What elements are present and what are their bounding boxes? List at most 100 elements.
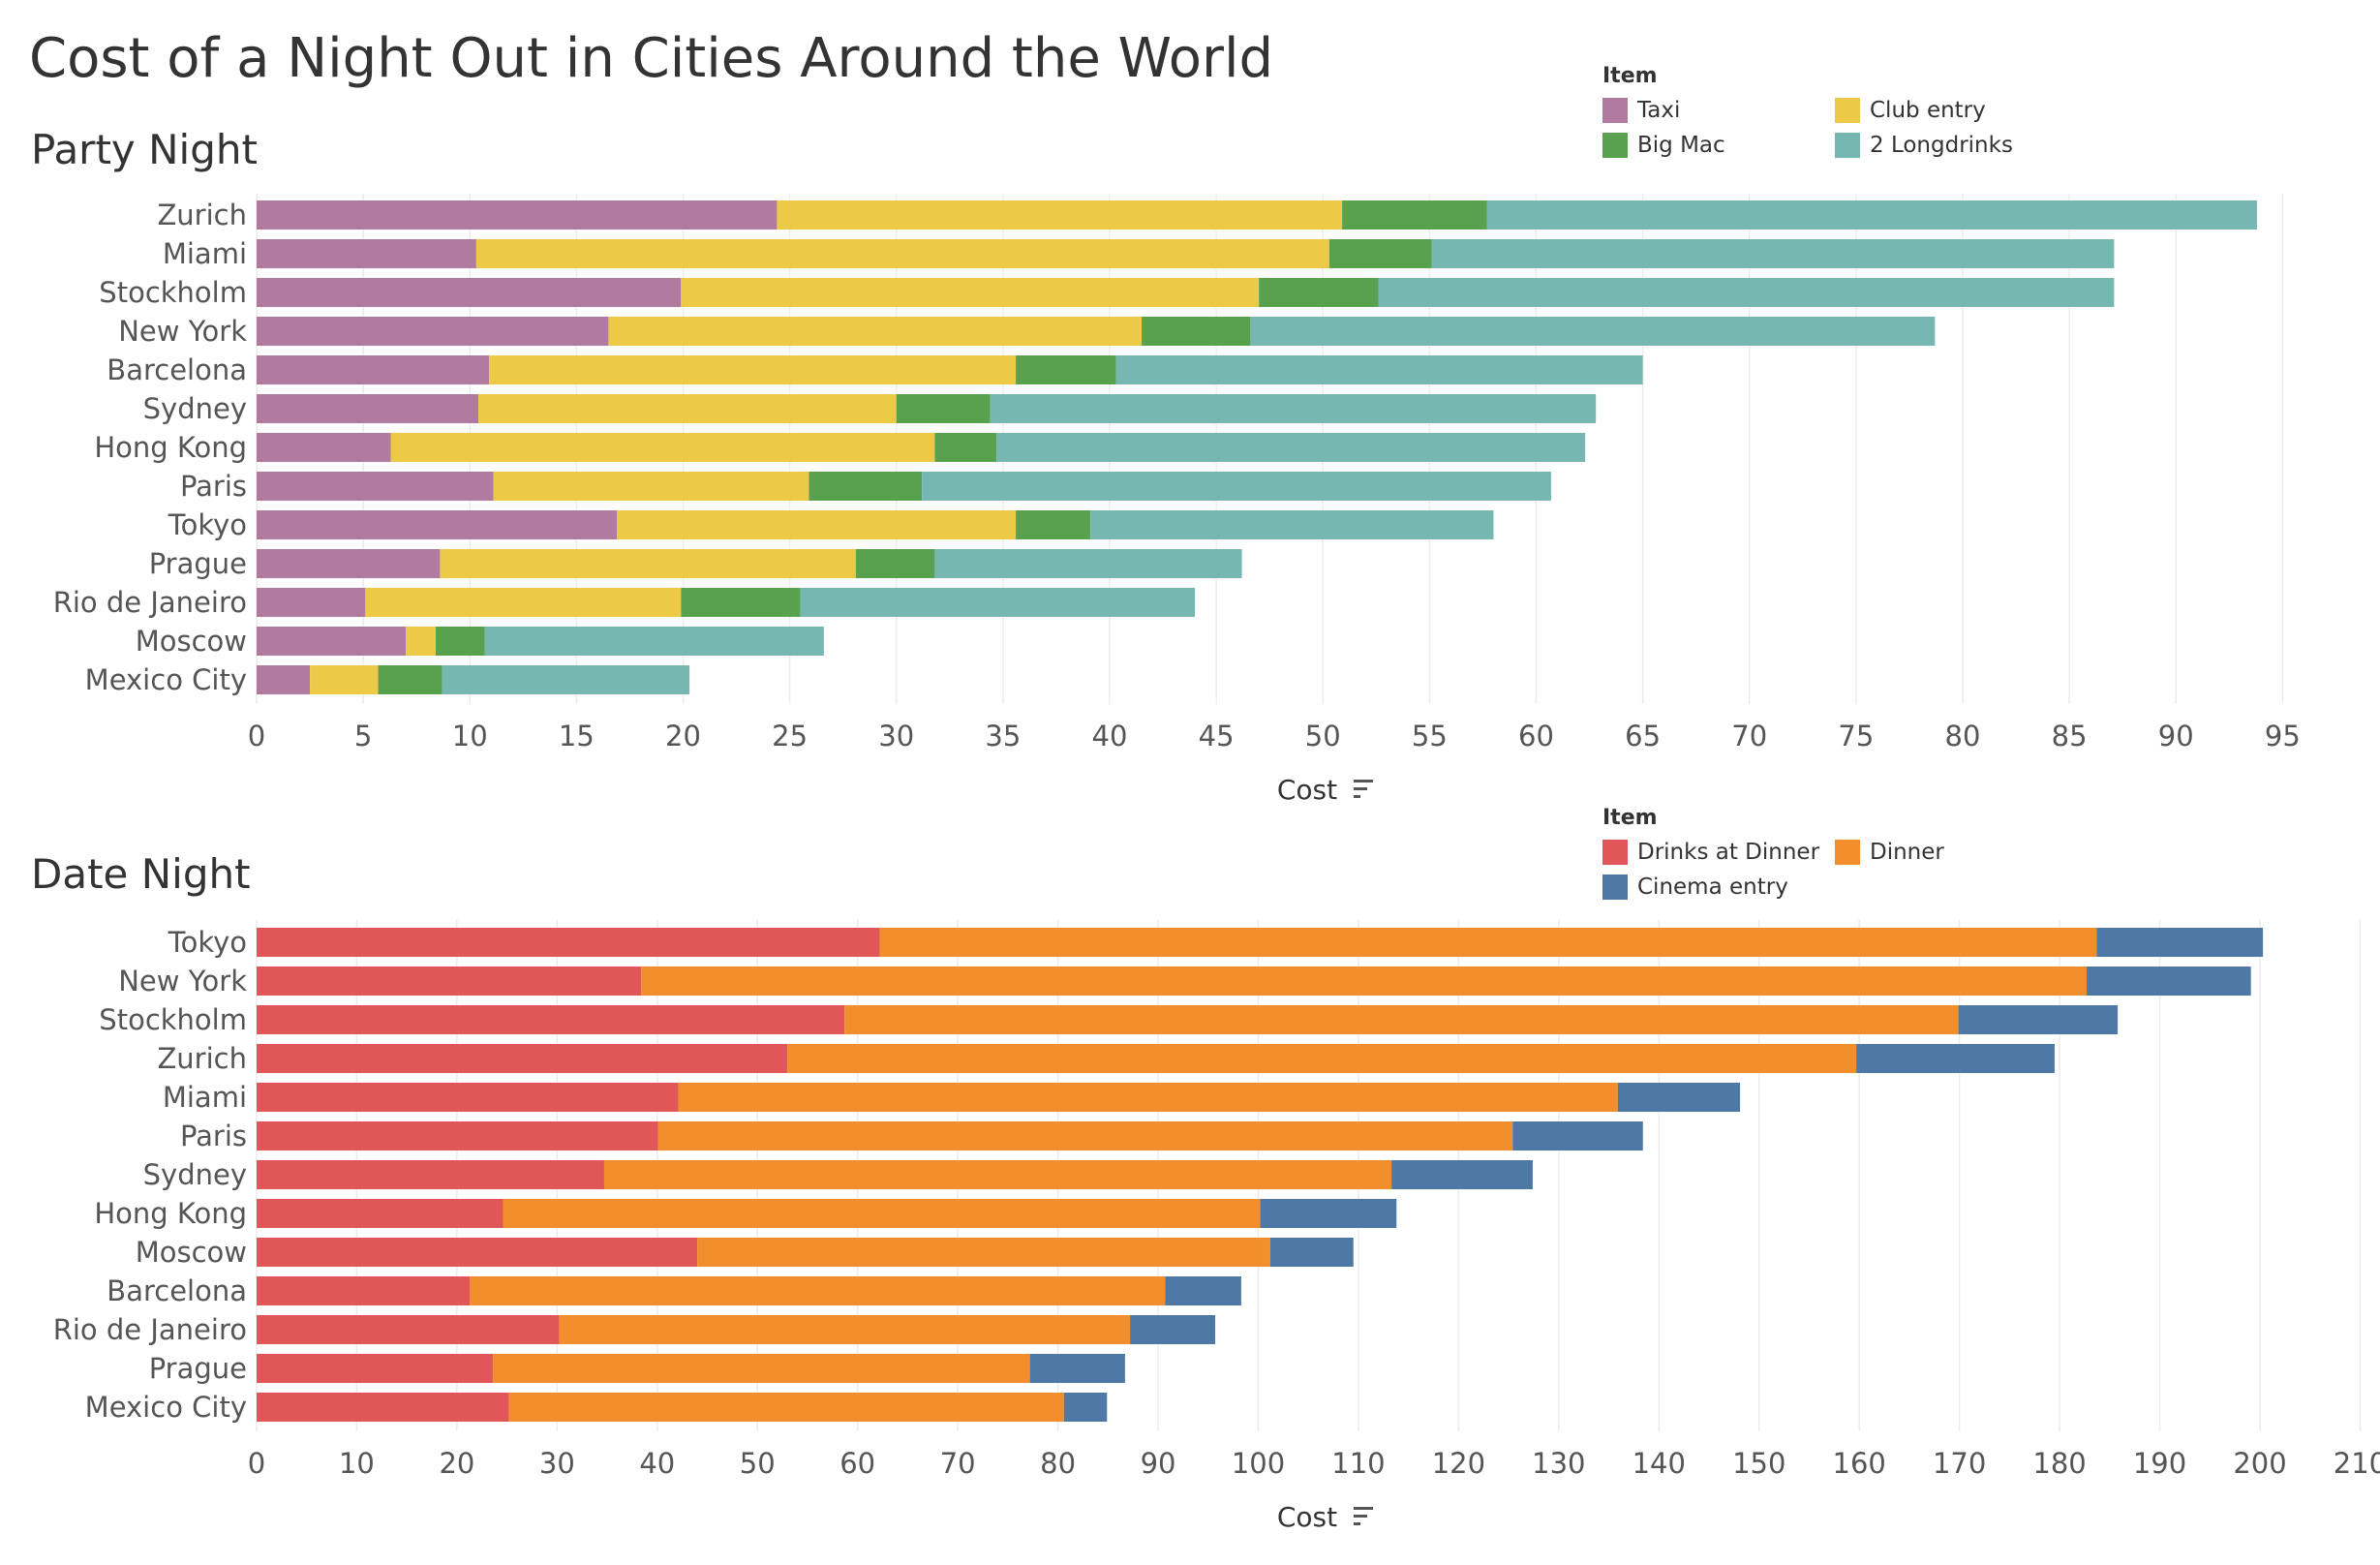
bar-segment[interactable]: [1260, 1199, 1397, 1228]
bar-segment[interactable]: [559, 1315, 1131, 1344]
bar-segment[interactable]: [844, 1005, 1959, 1034]
bar-segment[interactable]: [257, 665, 311, 694]
bar-segment[interactable]: [257, 1354, 494, 1383]
bar-segment[interactable]: [257, 1393, 509, 1422]
bar-segment[interactable]: [1342, 200, 1487, 230]
bar-segment[interactable]: [1269, 1238, 1354, 1267]
bar-segment[interactable]: [257, 1121, 658, 1151]
bar-segment[interactable]: [1617, 1083, 1741, 1112]
bar-segment[interactable]: [257, 1160, 604, 1189]
bar-segment[interactable]: [1142, 317, 1251, 346]
bar-segment[interactable]: [608, 317, 1143, 346]
bar-segment[interactable]: [777, 200, 1343, 230]
legend-item[interactable]: Big Mac: [1602, 133, 1835, 158]
bar-segment[interactable]: [257, 472, 494, 501]
bar-segment[interactable]: [257, 394, 479, 423]
bar-segment[interactable]: [508, 1393, 1064, 1422]
bar-segment[interactable]: [855, 549, 935, 578]
bar-segment[interactable]: [257, 928, 880, 957]
bar-segment[interactable]: [257, 278, 682, 307]
bar-segment[interactable]: [1391, 1160, 1533, 1189]
bar-segment[interactable]: [257, 1083, 679, 1112]
bar-segment[interactable]: [470, 1276, 1166, 1305]
bar-segment[interactable]: [257, 317, 609, 346]
bar-segment[interactable]: [440, 549, 856, 578]
bar-segment[interactable]: [787, 1044, 1857, 1073]
bar-segment[interactable]: [493, 1354, 1030, 1383]
bar-segment[interactable]: [922, 472, 1551, 501]
bar-segment[interactable]: [1029, 1354, 1125, 1383]
bar-segment[interactable]: [257, 200, 778, 230]
sort-icon[interactable]: [1354, 780, 1373, 798]
bar-segment[interactable]: [503, 1199, 1261, 1228]
legend-item[interactable]: 2 Longdrinks: [1835, 133, 2087, 158]
bar-segment[interactable]: [990, 394, 1597, 423]
bar-segment[interactable]: [1512, 1121, 1643, 1151]
bar-segment[interactable]: [442, 665, 690, 694]
bar-segment[interactable]: [681, 278, 1260, 307]
bar-segment[interactable]: [1856, 1044, 2055, 1073]
bar-segment[interactable]: [879, 928, 2097, 957]
bar-segment[interactable]: [257, 549, 441, 578]
bar-segment[interactable]: [257, 967, 642, 996]
bar-segment[interactable]: [934, 433, 997, 462]
bar-segment[interactable]: [484, 627, 824, 656]
bar-segment[interactable]: [1431, 239, 2115, 268]
bar-segment[interactable]: [1328, 239, 1432, 268]
legend-item[interactable]: Club entry: [1835, 98, 2087, 123]
bar-segment[interactable]: [257, 433, 391, 462]
bar-segment[interactable]: [257, 1276, 471, 1305]
bar-segment[interactable]: [657, 1121, 1513, 1151]
bar-segment[interactable]: [1130, 1315, 1216, 1344]
bar-segment[interactable]: [896, 394, 991, 423]
bar-segment[interactable]: [390, 433, 935, 462]
bar-segment[interactable]: [478, 394, 897, 423]
bar-segment[interactable]: [1165, 1276, 1241, 1305]
bar-segment[interactable]: [365, 588, 682, 617]
bar-segment[interactable]: [257, 1044, 788, 1073]
bar-segment[interactable]: [257, 510, 618, 539]
bar-segment[interactable]: [809, 472, 923, 501]
bar-segment[interactable]: [436, 627, 485, 656]
bar-segment[interactable]: [257, 355, 490, 384]
bar-segment[interactable]: [2096, 928, 2264, 957]
bar-segment[interactable]: [1250, 317, 1936, 346]
bar-segment[interactable]: [406, 627, 437, 656]
bar-segment[interactable]: [1115, 355, 1643, 384]
bar-segment[interactable]: [310, 665, 379, 694]
bar-segment[interactable]: [1016, 510, 1091, 539]
bar-segment[interactable]: [2087, 967, 2251, 996]
bar-segment[interactable]: [603, 1160, 1392, 1189]
bar-segment[interactable]: [1958, 1005, 2119, 1034]
bar-segment[interactable]: [641, 967, 2088, 996]
bar-segment[interactable]: [378, 665, 442, 694]
bar-segment[interactable]: [1378, 278, 2115, 307]
bar-segment[interactable]: [617, 510, 1017, 539]
bar-segment[interactable]: [257, 239, 476, 268]
sort-icon[interactable]: [1354, 1507, 1373, 1525]
bar-segment[interactable]: [489, 355, 1017, 384]
bar-segment[interactable]: [257, 1315, 560, 1344]
bar-segment[interactable]: [1016, 355, 1116, 384]
legend-item[interactable]: Taxi: [1602, 98, 1835, 123]
bar-segment[interactable]: [257, 1238, 698, 1267]
bar-segment[interactable]: [681, 588, 801, 617]
bar-segment[interactable]: [1063, 1393, 1108, 1422]
bar-segment[interactable]: [257, 1005, 845, 1034]
legend-item[interactable]: Cinema entry: [1602, 875, 1835, 900]
bar-segment[interactable]: [493, 472, 809, 501]
bar-segment[interactable]: [257, 1199, 503, 1228]
bar-segment[interactable]: [1486, 200, 2257, 230]
legend-item[interactable]: Dinner: [1835, 840, 2087, 865]
legend-item[interactable]: Drinks at Dinner: [1602, 840, 1835, 865]
bar-segment[interactable]: [475, 239, 1329, 268]
bar-segment[interactable]: [996, 433, 1586, 462]
bar-segment[interactable]: [678, 1083, 1618, 1112]
bar-segment[interactable]: [697, 1238, 1270, 1267]
bar-segment[interactable]: [1090, 510, 1494, 539]
bar-segment[interactable]: [934, 549, 1242, 578]
bar-segment[interactable]: [1259, 278, 1379, 307]
bar-segment[interactable]: [800, 588, 1196, 617]
bar-segment[interactable]: [257, 588, 366, 617]
bar-segment[interactable]: [257, 627, 407, 656]
